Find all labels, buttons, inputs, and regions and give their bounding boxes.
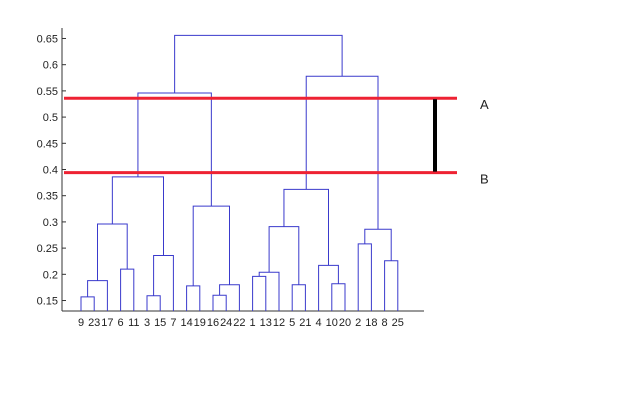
dendrogram-link: [252, 275, 267, 311]
dendrogram-link: [268, 226, 300, 285]
leaf-label: 23: [88, 317, 100, 329]
dendrogram-link: [87, 280, 108, 311]
dendrogram-link: [137, 92, 212, 207]
dendrogram-link: [174, 34, 343, 93]
dendrogram-link: [331, 283, 346, 311]
leaf-label: 2: [355, 317, 361, 329]
leaf-label: 16: [207, 317, 219, 329]
leaf-label: 10: [326, 317, 338, 329]
y-tick-label: 0.3: [43, 217, 58, 229]
dendrogram-links: [80, 34, 399, 311]
cut-lines: AB: [64, 96, 489, 187]
dendrogram-link: [192, 205, 230, 286]
axes: [61, 28, 424, 312]
leaf-label: 19: [194, 317, 206, 329]
y-tick-label: 0.2: [43, 269, 58, 281]
dendrogram-link: [97, 223, 128, 281]
leaf-label: 9: [78, 317, 84, 329]
leaf-label: 13: [260, 317, 272, 329]
dendrogram-link: [80, 296, 95, 311]
y-tick-label: 0.35: [37, 191, 58, 203]
leaf-label: 20: [339, 317, 351, 329]
leaf-label: 15: [154, 317, 166, 329]
dendrogram-link: [364, 228, 392, 261]
y-ticks: 0.15 0.2 0.25 0.3 0.35 0.4 0.45 0.5 0.55 0.6 0.65: [37, 33, 66, 308]
y-tick-label: 0.45: [37, 138, 58, 150]
leaf-label: 6: [118, 317, 124, 329]
y-tick-label: 0.25: [37, 243, 58, 255]
leaf-label: 25: [392, 317, 404, 329]
leaf-label: 17: [101, 317, 113, 329]
y-tick-label: 0.55: [37, 86, 58, 98]
dendrogram-link: [384, 260, 399, 311]
cut-line-label: A: [480, 97, 489, 112]
leaf-label: 22: [233, 317, 245, 329]
leaf-label: 1: [250, 317, 256, 329]
dendrogram-link: [146, 295, 161, 311]
leaf-label: 7: [170, 317, 176, 329]
dendrogram-link: [153, 254, 174, 311]
dendrogram-link: [186, 285, 201, 311]
y-tick-label: 0.65: [37, 33, 58, 45]
dendrogram-link: [318, 264, 339, 311]
cut-line-label: B: [480, 172, 489, 187]
leaf-label: 8: [382, 317, 388, 329]
dendrogram-link: [291, 284, 306, 311]
dendrogram-link: [219, 284, 240, 311]
leaf-label: 12: [273, 317, 285, 329]
y-tick-label: 0.4: [43, 165, 58, 177]
leaf-label: 3: [144, 317, 150, 329]
dendrogram-link: [357, 243, 372, 311]
dendrogram-link: [111, 176, 164, 256]
y-tick-label: 0.5: [43, 112, 58, 124]
leaf-label: 5: [289, 317, 295, 329]
y-tick-label: 0.15: [37, 296, 58, 308]
leaf-label: 4: [316, 317, 322, 329]
dendrogram-link: [212, 294, 227, 311]
dendrogram-link: [283, 188, 329, 266]
dendrogram-link: [258, 271, 280, 311]
y-tick-label: 0.6: [43, 60, 58, 72]
leaf-labels: 9 23 17 6 11 3 15 7 14 19 16 24 22 1 13 12 5 21 4 10 20 2 18 8 2…: [78, 317, 404, 329]
leaf-label: 21: [299, 317, 311, 329]
leaf-label: 14: [180, 317, 192, 329]
leaf-label: 24: [220, 317, 232, 329]
leaf-label: 11: [128, 317, 139, 329]
leaf-label: 18: [365, 317, 377, 329]
dendrogram-link: [120, 268, 135, 311]
